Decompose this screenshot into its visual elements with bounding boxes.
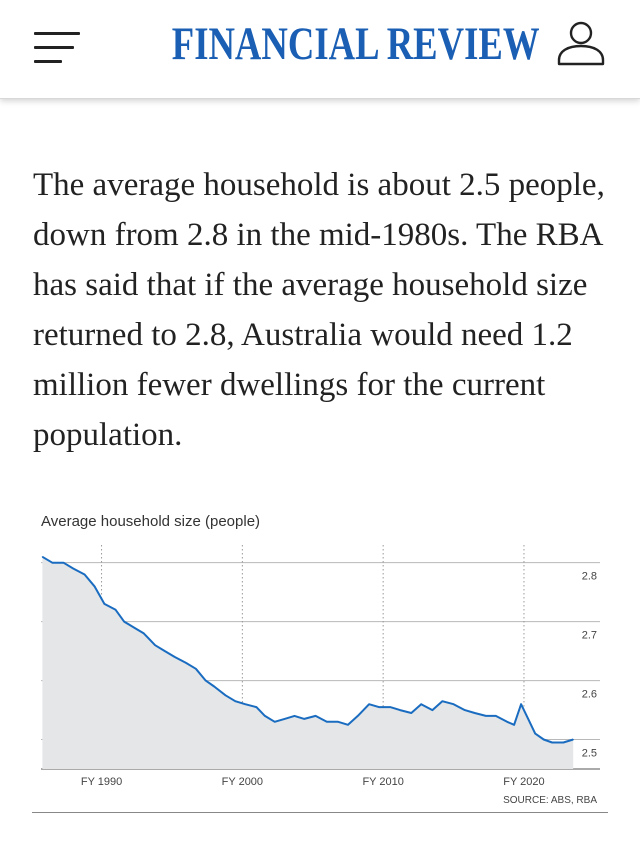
data-point-48 (527, 718, 529, 720)
data-point-53 (572, 738, 574, 741)
data-point-12 (164, 650, 166, 652)
data-point-51 (551, 741, 553, 744)
data-point-26 (303, 718, 305, 720)
brand-logo[interactable]: FINANCIAL REVIEW (171, 18, 540, 70)
data-point-37 (420, 703, 422, 705)
user-account-icon (557, 21, 605, 66)
chart-area-fill (42, 556, 574, 769)
data-point-5 (93, 585, 96, 587)
data-point-42 (474, 712, 476, 714)
top-navigation-bar: FINANCIAL REVIEW (0, 0, 640, 99)
y-tick-label-2.6: 2.6 (582, 689, 597, 701)
x-tick-label-2000: FY 2000 (222, 776, 263, 788)
data-point-52 (562, 741, 565, 744)
data-point-17 (213, 685, 215, 688)
data-point-41 (464, 709, 466, 711)
data-point-15 (195, 668, 197, 670)
data-point-20 (244, 703, 246, 705)
hamburger-menu-icon-middle-line (34, 46, 74, 49)
data-point-6 (103, 603, 105, 605)
data-point-9 (133, 626, 135, 629)
x-tick-label-1990: FY 1990 (81, 776, 122, 788)
user-account-button[interactable] (556, 18, 606, 68)
data-point-40 (453, 703, 455, 705)
data-point-14 (185, 662, 187, 664)
x-tick-label-2010: FY 2010 (362, 776, 403, 788)
data-point-43 (485, 715, 487, 717)
data-point-24 (284, 718, 286, 720)
data-point-21 (255, 706, 257, 708)
data-point-36 (410, 712, 412, 714)
data-point-28 (326, 721, 328, 723)
data-point-25 (293, 715, 296, 717)
y-tick-label-2.7: 2.7 (582, 630, 597, 642)
data-point-32 (368, 703, 370, 705)
chart-source: SOURCE: ABS, RBA (503, 795, 597, 806)
data-point-44 (495, 715, 497, 717)
menu-button[interactable] (34, 28, 82, 68)
hamburger-menu-icon (34, 32, 80, 35)
household-size-chart: Average household size (people) 2.5 2.6 2.… (0, 505, 640, 817)
data-point-46 (513, 724, 515, 726)
x-tick-label-2020: FY 2020 (503, 776, 544, 788)
data-point-27 (315, 715, 317, 717)
data-point-31 (357, 715, 359, 717)
data-point-11 (154, 644, 156, 646)
data-point-35 (399, 709, 401, 711)
data-point-29 (337, 721, 339, 723)
data-point-23 (274, 721, 276, 723)
data-point-30 (347, 724, 349, 726)
data-point-10 (143, 632, 145, 634)
data-point-49 (534, 733, 536, 735)
data-point-38 (431, 709, 433, 711)
y-tick-label-2.8: 2.8 (582, 571, 597, 583)
data-point-8 (123, 621, 125, 623)
hamburger-menu-icon-bottom-line (34, 60, 62, 63)
data-point-16 (205, 680, 207, 682)
bottom-divider (32, 812, 608, 813)
data-point-3 (72, 568, 74, 570)
data-point-47 (520, 703, 522, 705)
data-point-18 (224, 694, 227, 696)
data-point-19 (234, 700, 236, 702)
data-point-45 (506, 721, 508, 723)
data-point-0 (41, 556, 44, 558)
chart-plot: 2.5 2.6 2.7 2.8 FY 1990 FY 2000 FY 2010 FY 2020 (41, 545, 600, 788)
chart-title: Average household size (people) (41, 513, 261, 530)
data-point-1 (51, 562, 53, 564)
y-tick-label-2.5: 2.5 (582, 748, 597, 760)
data-point-13 (174, 656, 176, 658)
article-paragraph: The average household is about 2.5 peopl… (33, 167, 605, 453)
data-point-39 (441, 700, 443, 702)
data-point-50 (543, 738, 545, 741)
data-point-4 (84, 573, 86, 576)
data-point-22 (264, 715, 266, 717)
data-point-34 (389, 706, 391, 708)
data-point-7 (115, 609, 117, 611)
data-point-33 (378, 706, 380, 708)
data-point-2 (62, 562, 65, 564)
household-size-series-line (41, 555, 574, 744)
